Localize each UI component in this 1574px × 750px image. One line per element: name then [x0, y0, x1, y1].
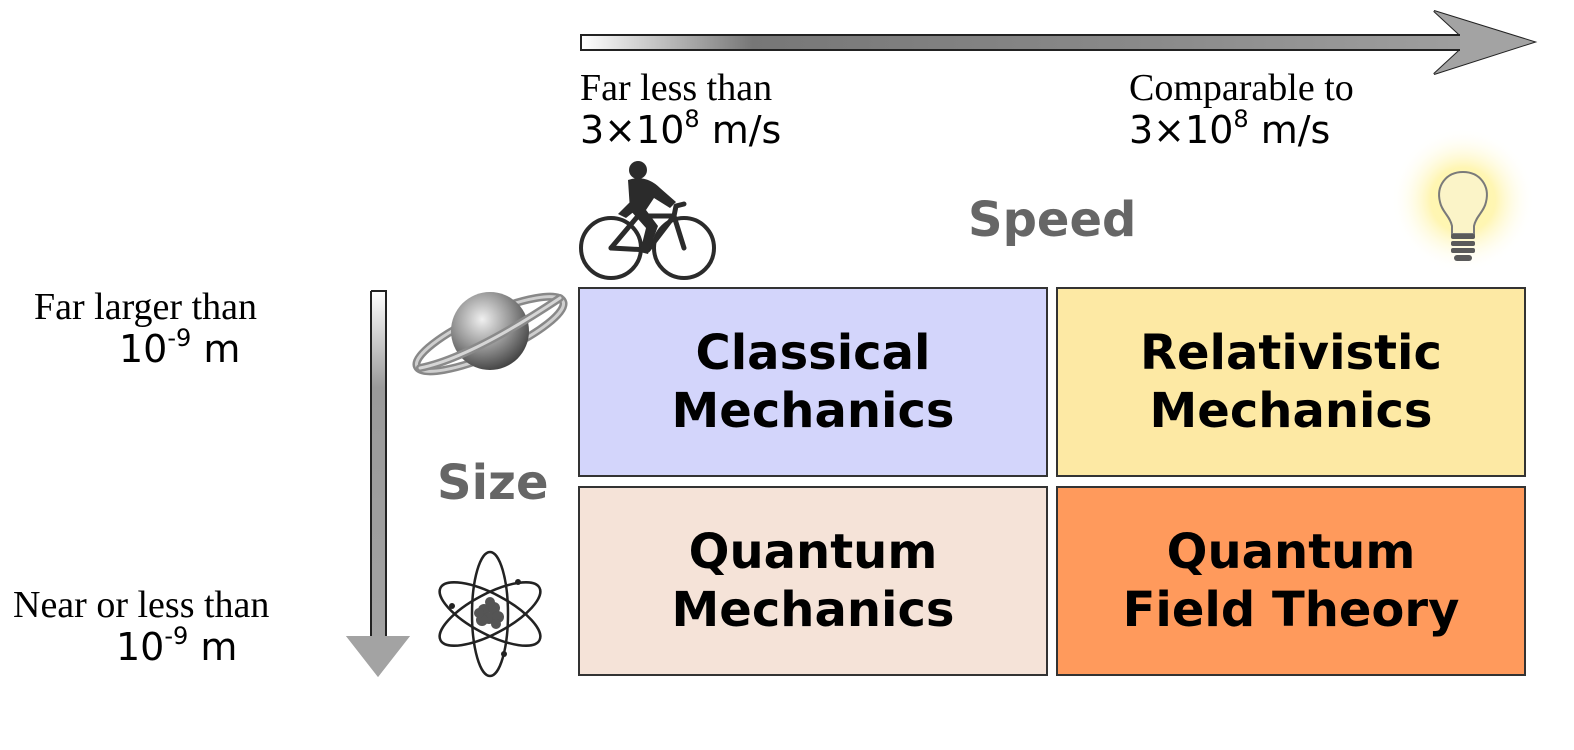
speed-high-label: Comparable to 3×108 m/s: [1129, 68, 1354, 152]
cell-quantum-field-theory: Quantum Field Theory: [1056, 486, 1526, 676]
cell-quantum-line2: Mechanics: [671, 582, 955, 638]
cell-relativistic-line2: Mechanics: [1149, 383, 1433, 439]
size-axis-title: Size: [437, 455, 549, 511]
speed-low-label: Far less than 3×108 m/s: [580, 68, 781, 152]
size-small-base: 10: [116, 625, 165, 669]
cell-quantum-mechanics: Quantum Mechanics: [578, 486, 1048, 676]
speed-low-exponent: 8: [684, 105, 700, 133]
cell-relativistic-line1: Relativistic: [1140, 325, 1442, 381]
speed-low-value: 3×108 m/s: [580, 105, 782, 152]
cell-qft-text: Quantum Field Theory: [1123, 523, 1460, 639]
atom-icon: [438, 550, 542, 678]
planet-icon: [412, 292, 568, 376]
size-large-unit: m: [191, 327, 241, 371]
speed-axis-title: Speed: [968, 192, 1137, 248]
size-large-value: 10-9 m: [34, 324, 257, 371]
size-small-label: Near or less than 10-9 m: [13, 585, 269, 669]
size-large-base: 10: [119, 327, 168, 371]
cell-quantum-text: Quantum Mechanics: [672, 523, 955, 639]
cell-classical-line1: Classical: [695, 325, 931, 381]
cell-qft-line2: Field Theory: [1122, 582, 1460, 638]
cell-classical-text: Classical Mechanics: [672, 324, 955, 440]
size-arrow: [346, 290, 410, 677]
speed-high-unit: m/s: [1248, 108, 1331, 152]
size-large-exponent: -9: [167, 324, 192, 352]
size-small-exponent: -9: [164, 622, 189, 650]
speed-high-base: 3×10: [1129, 108, 1234, 152]
size-small-value: 10-9 m: [13, 622, 269, 669]
speed-low-unit: m/s: [699, 108, 782, 152]
speed-high-value: 3×108 m/s: [1129, 105, 1354, 152]
speed-high-exponent: 8: [1233, 105, 1249, 133]
speed-arrow: [580, 10, 1538, 75]
size-large-label: Far larger than 10-9 m: [34, 287, 257, 371]
size-small-line1: Near or less than: [13, 584, 270, 626]
cell-relativistic-mechanics: Relativistic Mechanics: [1056, 287, 1526, 477]
cell-relativistic-text: Relativistic Mechanics: [1140, 324, 1442, 440]
light-bulb-icon: [1391, 128, 1535, 272]
size-small-unit: m: [188, 625, 238, 669]
speed-high-line1: Comparable to: [1129, 67, 1354, 109]
speed-low-base: 3×10: [580, 108, 685, 152]
cell-quantum-line1: Quantum: [688, 524, 938, 580]
speed-low-line1: Far less than: [580, 67, 773, 109]
size-large-line1: Far larger than: [34, 286, 257, 328]
cell-qft-line1: Quantum: [1166, 524, 1416, 580]
cell-classical-line2: Mechanics: [671, 383, 955, 439]
cell-classical-mechanics: Classical Mechanics: [578, 287, 1048, 477]
bicycle-rider-icon: [579, 161, 716, 280]
